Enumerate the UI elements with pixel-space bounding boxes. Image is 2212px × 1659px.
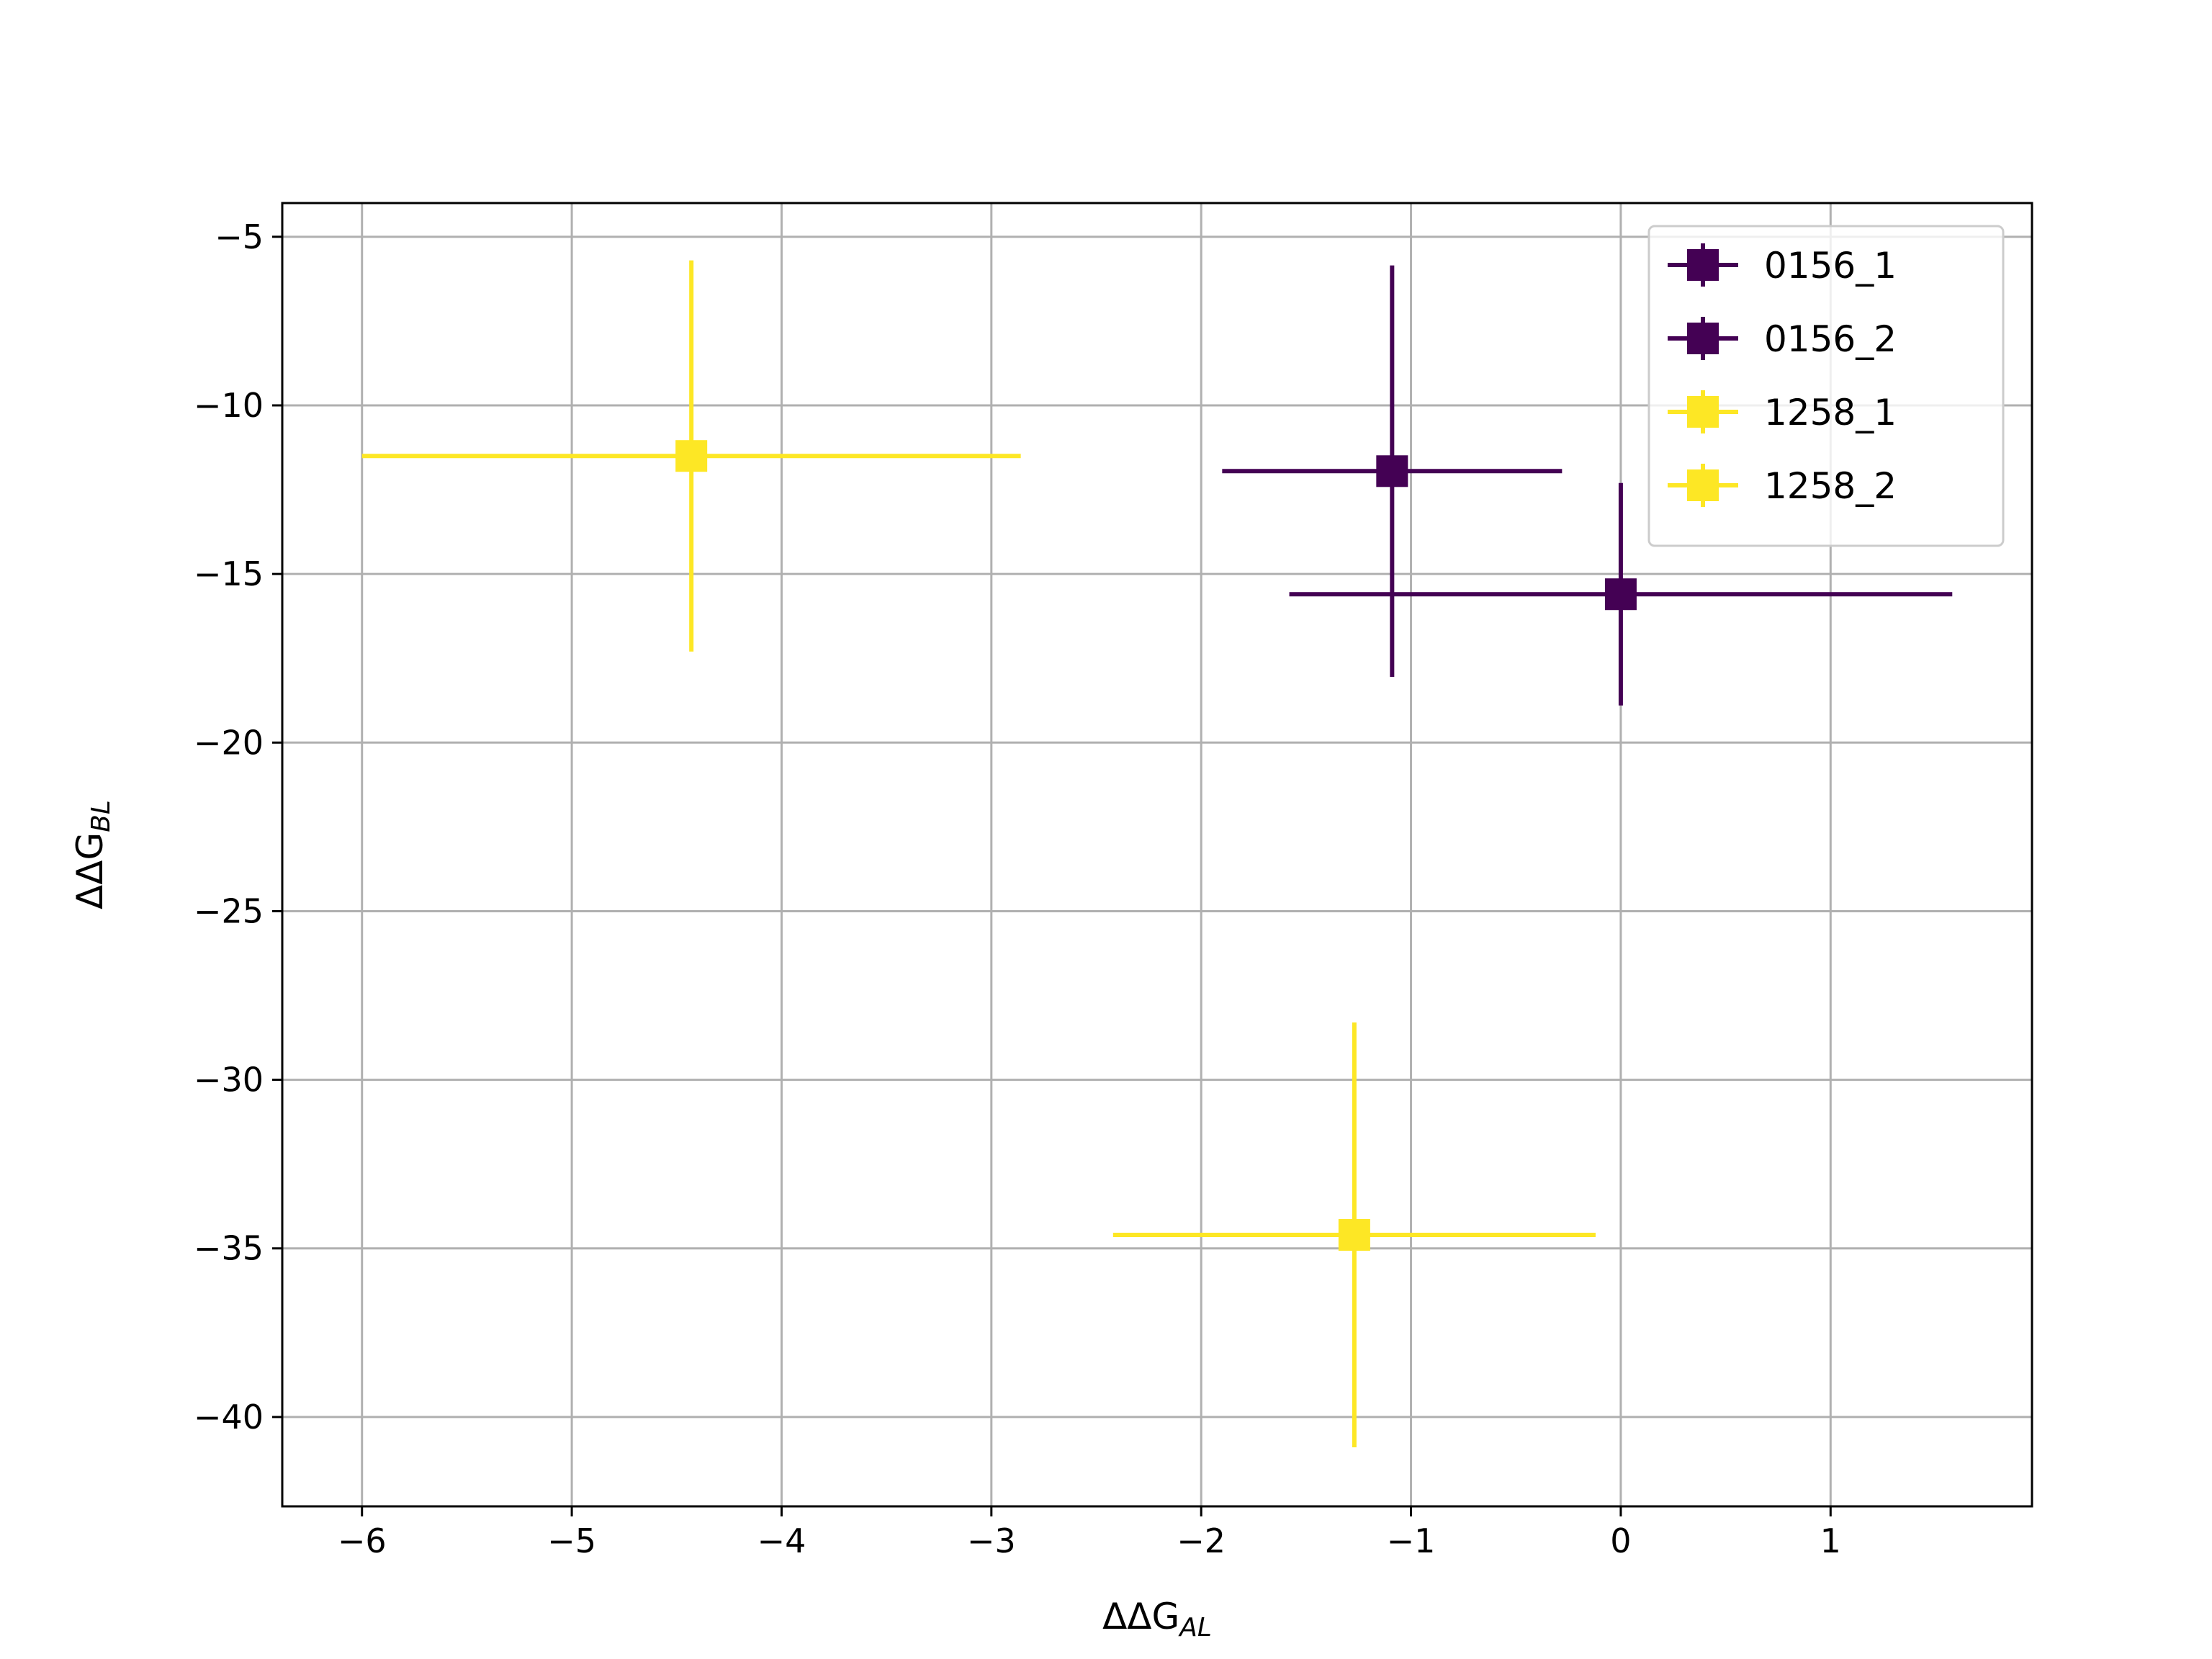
x-axis-label: ΔΔGAL bbox=[1102, 1596, 1212, 1642]
x-tick-label: 0 bbox=[1610, 1521, 1631, 1560]
legend-swatch-marker bbox=[1687, 469, 1719, 501]
data-point bbox=[1376, 455, 1408, 487]
legend: 0156_1 0156_2 1258_1 1258_2 bbox=[1647, 225, 2005, 547]
series-0156_2 bbox=[1289, 482, 1953, 706]
y-tick-label: −40 bbox=[194, 1398, 264, 1437]
legend-entry: 1258_1 bbox=[1668, 390, 1897, 433]
y-tick-label: −15 bbox=[194, 554, 264, 593]
y-tick-label: −25 bbox=[194, 891, 264, 930]
x-axis-ticks: −6 −5 −4 −3 −2 −1 0 1 bbox=[338, 1506, 1841, 1560]
legend-label: 0156_1 bbox=[1764, 245, 1897, 287]
data-point bbox=[675, 440, 708, 472]
legend-entry: 0156_2 bbox=[1668, 317, 1897, 360]
legend-entry: 0156_1 bbox=[1668, 243, 1897, 287]
legend-entry: 1258_2 bbox=[1668, 464, 1897, 507]
x-tick-label: −2 bbox=[1177, 1521, 1226, 1560]
x-tick-label: −6 bbox=[338, 1521, 387, 1560]
legend-swatch-marker bbox=[1687, 323, 1719, 354]
legend-swatch-marker bbox=[1687, 249, 1719, 281]
legend-label: 1258_2 bbox=[1764, 465, 1897, 507]
y-tick-label: −5 bbox=[215, 217, 264, 256]
y-axis-label-main: ΔΔG bbox=[69, 832, 111, 909]
x-tick-label: −5 bbox=[547, 1521, 596, 1560]
x-tick-label: −1 bbox=[1387, 1521, 1436, 1560]
series-1258_1 bbox=[361, 260, 1021, 652]
x-axis-label-sub: AL bbox=[1178, 1613, 1212, 1642]
series-1258_2 bbox=[1112, 1022, 1596, 1448]
x-axis-label-main: ΔΔG bbox=[1102, 1596, 1179, 1637]
legend-label: 0156_2 bbox=[1764, 318, 1897, 360]
y-axis-ticks: −5 −10 −15 −20 −25 −30 −35 −40 bbox=[194, 217, 282, 1437]
y-tick-label: −10 bbox=[194, 386, 264, 425]
legend-frame bbox=[1647, 225, 2005, 547]
legend-swatch-marker bbox=[1687, 396, 1719, 428]
y-axis-label: ΔΔGBL bbox=[69, 800, 116, 909]
data-point bbox=[1604, 578, 1637, 611]
plot-frame bbox=[281, 202, 2033, 1508]
y-axis-label-sub: BL bbox=[86, 800, 116, 832]
data-point bbox=[1338, 1219, 1370, 1251]
y-tick-label: −20 bbox=[194, 723, 264, 762]
x-tick-label: −3 bbox=[967, 1521, 1016, 1560]
x-tick-label: 1 bbox=[1820, 1521, 1841, 1560]
series-0156_1 bbox=[1222, 265, 1563, 677]
data-series bbox=[361, 260, 1953, 1448]
y-tick-label: −30 bbox=[194, 1061, 264, 1100]
x-tick-label: −4 bbox=[757, 1521, 806, 1560]
y-tick-label: −35 bbox=[194, 1229, 264, 1268]
legend-label: 1258_1 bbox=[1764, 392, 1897, 433]
